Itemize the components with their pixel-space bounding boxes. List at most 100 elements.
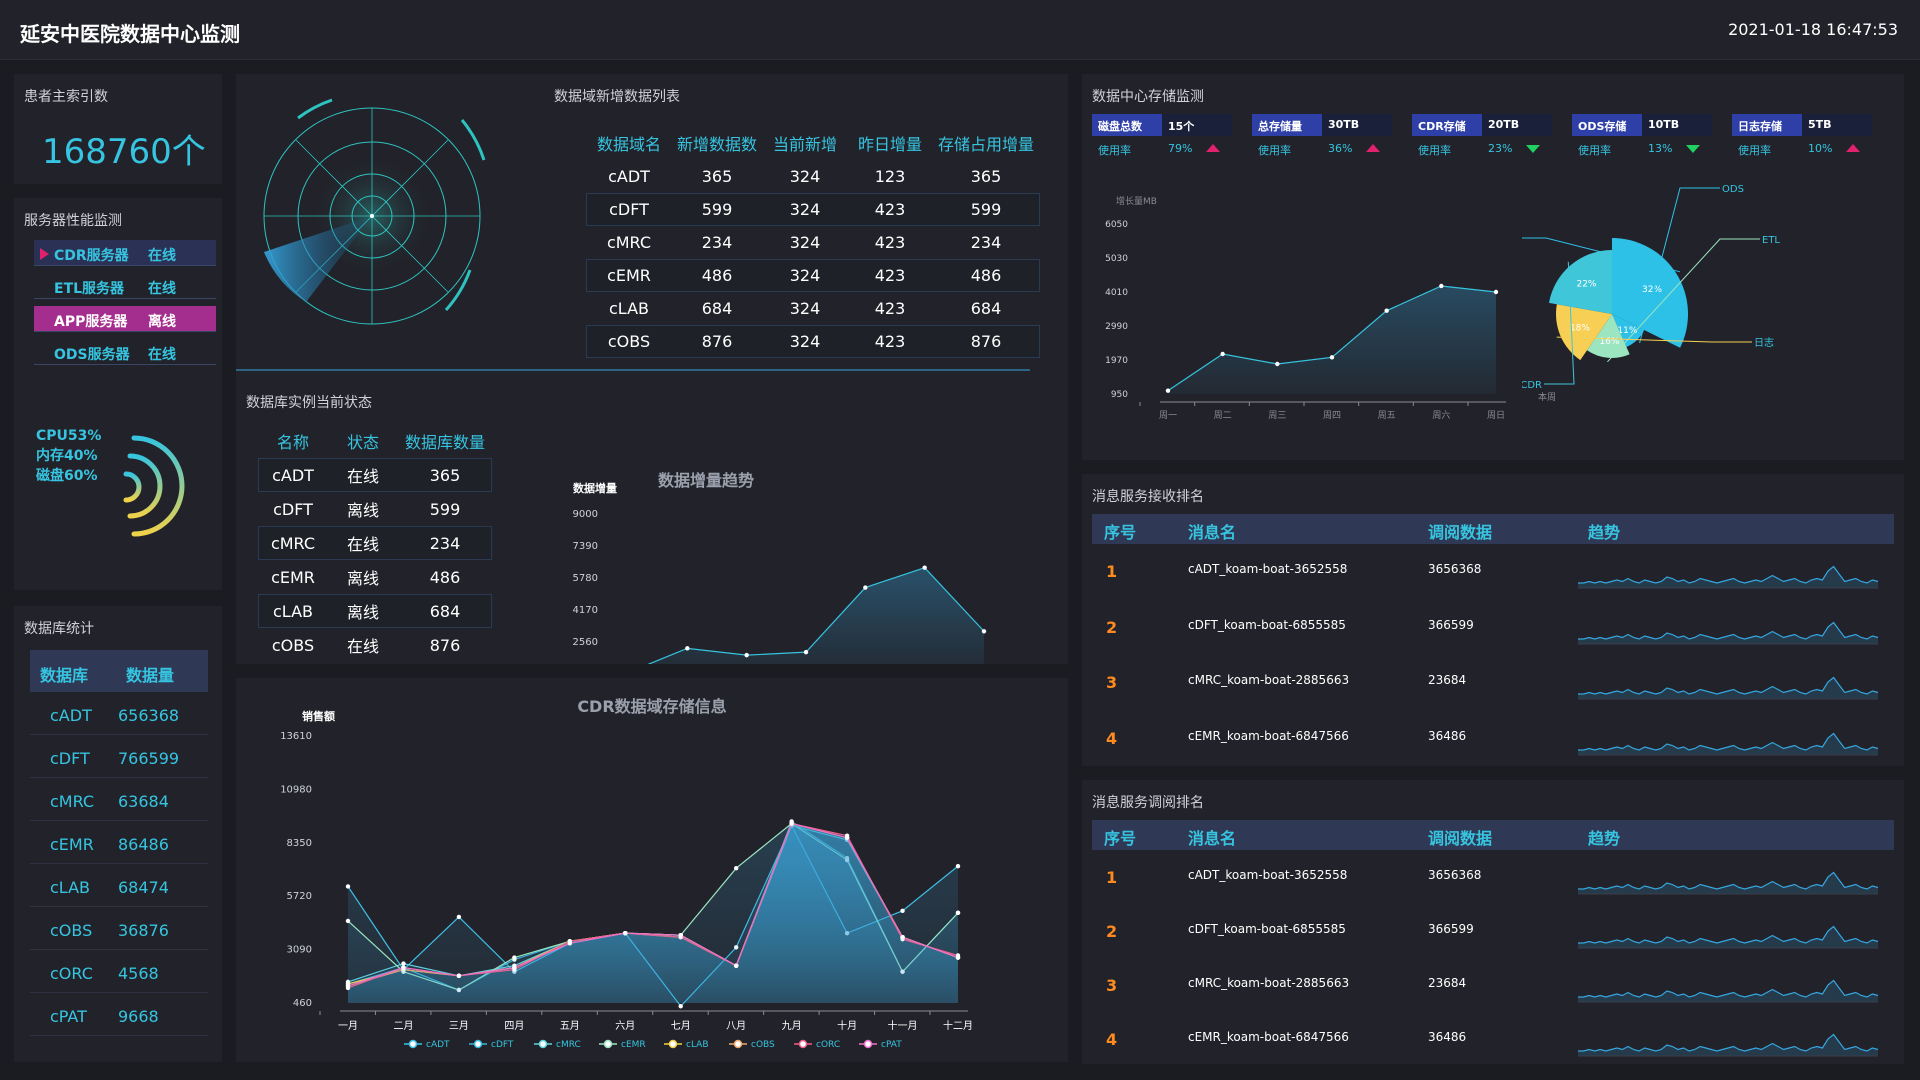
data-point[interactable] bbox=[744, 652, 749, 658]
legend-marker[interactable] bbox=[603, 1039, 613, 1049]
data-point[interactable] bbox=[1439, 283, 1444, 289]
data-point[interactable] bbox=[789, 821, 794, 826]
db-stats-row: cPAT 9668 bbox=[30, 993, 208, 1036]
data-point[interactable] bbox=[623, 930, 628, 936]
server-item-0[interactable]: CDR服务器 在线 bbox=[34, 240, 216, 266]
col-count: 数据量 bbox=[126, 666, 175, 685]
data-point[interactable] bbox=[345, 884, 351, 889]
db-count: 656368 bbox=[118, 706, 180, 725]
cdr-storage-panel: CDR数据域存储信息 销售额 460 3090 5720 8350 10980 13610 一月… bbox=[236, 678, 1068, 1062]
pie-slice[interactable] bbox=[1548, 250, 1612, 314]
data-point[interactable] bbox=[1384, 308, 1389, 313]
db-stats-row: cORC 4568 bbox=[30, 950, 208, 993]
series-area bbox=[1168, 286, 1496, 394]
legend-label[interactable]: cADT bbox=[426, 1040, 450, 1050]
legend-marker[interactable] bbox=[668, 1039, 678, 1049]
data-point[interactable] bbox=[567, 941, 573, 946]
rate-value: 10% bbox=[1808, 142, 1833, 155]
data-point[interactable] bbox=[1329, 355, 1335, 360]
table-cell: 离线 bbox=[346, 501, 379, 520]
legend-marker[interactable] bbox=[538, 1039, 548, 1049]
data-point[interactable] bbox=[955, 910, 961, 916]
slice-value: 11% bbox=[1617, 326, 1637, 336]
rate-value: 23% bbox=[1488, 142, 1513, 155]
legend-marker[interactable] bbox=[798, 1039, 808, 1049]
data-point[interactable] bbox=[456, 914, 462, 920]
data-point[interactable] bbox=[1165, 388, 1171, 393]
pie-slice[interactable] bbox=[1612, 238, 1688, 348]
data-point[interactable] bbox=[955, 863, 961, 869]
legend-label[interactable]: cOBS bbox=[751, 1040, 775, 1050]
data-point[interactable] bbox=[955, 955, 961, 960]
server-item-1[interactable]: ETL服务器 在线 bbox=[34, 273, 216, 299]
legend-label[interactable]: cDFT bbox=[491, 1040, 514, 1050]
data-point[interactable] bbox=[401, 961, 406, 966]
data-point[interactable] bbox=[733, 963, 739, 968]
data-point[interactable] bbox=[345, 983, 351, 989]
message-name: cADT_koam-boat-3652558 bbox=[1188, 868, 1348, 882]
rank-header-cell: 序号 bbox=[1104, 829, 1137, 848]
slice-label: CDR bbox=[1522, 380, 1542, 391]
legend-label[interactable]: cLAB bbox=[686, 1040, 709, 1050]
legend-label[interactable]: cMRC bbox=[556, 1040, 581, 1050]
data-point[interactable] bbox=[678, 1004, 683, 1009]
data-point[interactable] bbox=[1275, 361, 1280, 367]
legend-label[interactable]: cPAT bbox=[881, 1040, 902, 1050]
data-point[interactable] bbox=[512, 965, 517, 970]
data-point[interactable] bbox=[456, 973, 462, 978]
db-name: cADT bbox=[50, 706, 92, 725]
trend-down-icon bbox=[1526, 145, 1540, 153]
data-point[interactable] bbox=[685, 646, 690, 651]
message-count: 36486 bbox=[1428, 1030, 1467, 1044]
data-point[interactable] bbox=[981, 629, 987, 634]
data-point[interactable] bbox=[863, 585, 868, 590]
data-point[interactable] bbox=[678, 932, 683, 938]
label-line bbox=[1544, 261, 1575, 385]
storage-label: 磁盘总数 bbox=[1092, 114, 1162, 136]
table-cell: 876 bbox=[970, 332, 1002, 351]
data-point[interactable] bbox=[1493, 289, 1499, 295]
server-name: ODS服务器 bbox=[54, 347, 130, 363]
server-item-2[interactable]: APP服务器 离线 bbox=[34, 306, 216, 332]
chart-title: CDR数据域存储信息 bbox=[577, 697, 726, 716]
y-tick-label: 950 bbox=[1111, 390, 1128, 400]
rank-number: 4 bbox=[1106, 728, 1118, 748]
legend-marker[interactable] bbox=[733, 1039, 743, 1049]
trend-up-icon bbox=[1206, 144, 1220, 152]
server-list: CDR服务器 在线 ETL服务器 在线 APP服务器 离线 ODS服务器 在线 bbox=[34, 240, 216, 372]
data-point[interactable] bbox=[401, 965, 406, 970]
usage-arcs-icon bbox=[123, 435, 185, 537]
db-instance-table: 名称 状态 数据库数量 cADT 在线 365 cDFT 离线 599 cMRC 在线 234 cEMR… bbox=[258, 424, 492, 662]
data-point[interactable] bbox=[345, 918, 351, 924]
x-tick-label: 周四 bbox=[1323, 410, 1341, 421]
y-tick-label: 4010 bbox=[1105, 288, 1128, 298]
data-point[interactable] bbox=[900, 935, 905, 940]
data-point[interactable] bbox=[733, 865, 739, 871]
data-point[interactable] bbox=[922, 565, 927, 570]
data-point[interactable] bbox=[803, 649, 809, 655]
legend-label[interactable]: cEMR bbox=[621, 1040, 646, 1050]
y-tick-label: 1970 bbox=[1105, 356, 1128, 366]
pie-slice[interactable] bbox=[1556, 304, 1612, 361]
legend-marker[interactable] bbox=[863, 1039, 873, 1049]
data-point[interactable] bbox=[900, 908, 905, 914]
server-item-3[interactable]: ODS服务器 在线 bbox=[34, 339, 216, 365]
rank-header-cell: 调阅数据 bbox=[1428, 829, 1493, 848]
data-point[interactable] bbox=[844, 835, 850, 840]
pie-slice[interactable] bbox=[1612, 314, 1645, 347]
y-tick-label: 2560 bbox=[573, 637, 598, 648]
legend-label[interactable]: cORC bbox=[816, 1040, 840, 1050]
legend-marker[interactable] bbox=[408, 1039, 418, 1049]
storage-label: 总存储量 bbox=[1252, 114, 1322, 136]
table-row: cMRC 在线 234 bbox=[258, 526, 492, 560]
data-point[interactable] bbox=[512, 955, 517, 960]
x-tick-label: 十月 bbox=[837, 1019, 857, 1032]
table-row: cOBS 876 324 423 876 bbox=[586, 325, 1040, 358]
x-tick-label: 六月 bbox=[615, 1020, 635, 1032]
pie-slice[interactable] bbox=[1587, 314, 1630, 359]
trend-up-icon bbox=[1846, 144, 1860, 152]
legend-marker[interactable] bbox=[473, 1039, 483, 1049]
data-point[interactable] bbox=[1220, 351, 1225, 357]
db-stats-header: 数据库 数据量 bbox=[30, 650, 208, 692]
